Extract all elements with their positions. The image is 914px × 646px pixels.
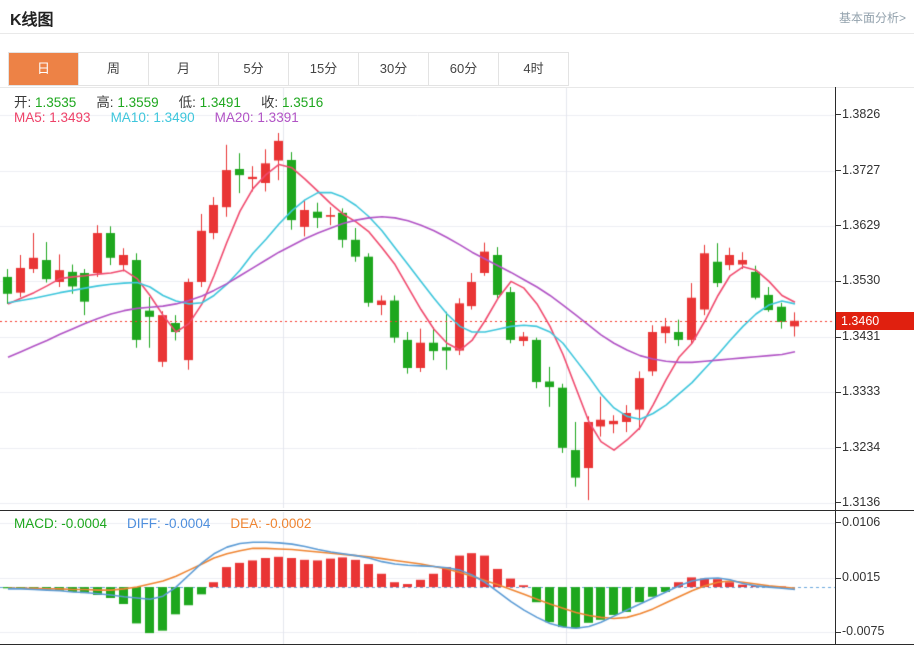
tab-60分[interactable]: 60分 xyxy=(429,53,499,85)
tab-日[interactable]: 日 xyxy=(9,53,79,85)
tab-月[interactable]: 月 xyxy=(149,53,219,85)
legend-open: 开: 1.3535 xyxy=(14,95,77,110)
legend-low: 低: 1.3491 xyxy=(178,95,241,110)
candlestick-chart-canvas[interactable] xyxy=(0,88,835,508)
current-price-badge: 1.3460 xyxy=(836,311,914,330)
y-axis-label: 1.3136 xyxy=(842,494,881,509)
y-axis-label: 1.3431 xyxy=(842,329,881,344)
legend-ma5: MA5: 1.3493 xyxy=(14,110,91,125)
y-axis-label: 1.3826 xyxy=(842,106,881,121)
page-title: K线图 xyxy=(10,12,54,29)
axis-tick xyxy=(836,336,841,338)
legend-dea: DEA: -0.0002 xyxy=(230,516,312,531)
axis-tick xyxy=(836,170,841,172)
y-axis-label: 1.3333 xyxy=(842,384,881,399)
chart-bottom-border xyxy=(0,644,914,645)
legend-ma20: MA20: 1.3391 xyxy=(214,110,299,125)
axis-tick xyxy=(836,577,841,579)
axis-tick xyxy=(836,391,841,393)
period-tab-bar: 日周月 5分 15分 30分 60分 4时 xyxy=(8,52,569,86)
legend-diff: DIFF: -0.0004 xyxy=(127,516,211,531)
y-axis-label: 1.3530 xyxy=(842,273,881,288)
ohlc-legend: 开: 1.3535 高: 1.3559 低: 1.3491 收: 1.3516 xyxy=(14,91,343,111)
axis-line xyxy=(835,87,836,645)
tab-15分[interactable]: 15分 xyxy=(289,53,359,85)
macd-chart-canvas[interactable] xyxy=(0,512,835,644)
y-axis-label: 0.0015 xyxy=(842,570,881,584)
axis-tick xyxy=(836,280,841,282)
tab-30分[interactable]: 30分 xyxy=(359,53,429,85)
y-axis-label: 0.0106 xyxy=(842,514,881,529)
axis-tick xyxy=(836,502,841,504)
axis-tick xyxy=(836,225,841,227)
legend-ma10: MA10: 1.3490 xyxy=(110,110,195,125)
tab-4时[interactable]: 4时 xyxy=(499,53,568,85)
header-divider xyxy=(0,33,914,34)
axis-tick xyxy=(836,114,841,116)
macd-legend: MACD: -0.0004 DIFF: -0.0004 DEA: -0.0002 xyxy=(14,516,331,531)
legend-high: 高: 1.3559 xyxy=(96,95,159,110)
y-axis-label: 1.3727 xyxy=(842,162,881,177)
y-axis-label: 1.3629 xyxy=(842,217,881,232)
legend-macd: MACD: -0.0004 xyxy=(14,516,108,531)
chart-top-border xyxy=(0,87,914,88)
y-axis-label: -0.0075 xyxy=(842,624,885,639)
fundamental-analysis-link[interactable]: 基本面分析> xyxy=(838,11,906,25)
ma-legend: MA5: 1.3493 MA10: 1.3490 MA20: 1.3391 xyxy=(14,110,319,125)
legend-close: 收: 1.3516 xyxy=(260,95,324,110)
axis-tick xyxy=(836,522,841,524)
tab-周[interactable]: 周 xyxy=(79,53,149,85)
pane-divider xyxy=(0,510,914,511)
axis-tick xyxy=(836,447,841,449)
axis-tick xyxy=(836,631,841,633)
y-axis-label: 1.3234 xyxy=(842,439,881,454)
tab-5分[interactable]: 5分 xyxy=(219,53,289,85)
